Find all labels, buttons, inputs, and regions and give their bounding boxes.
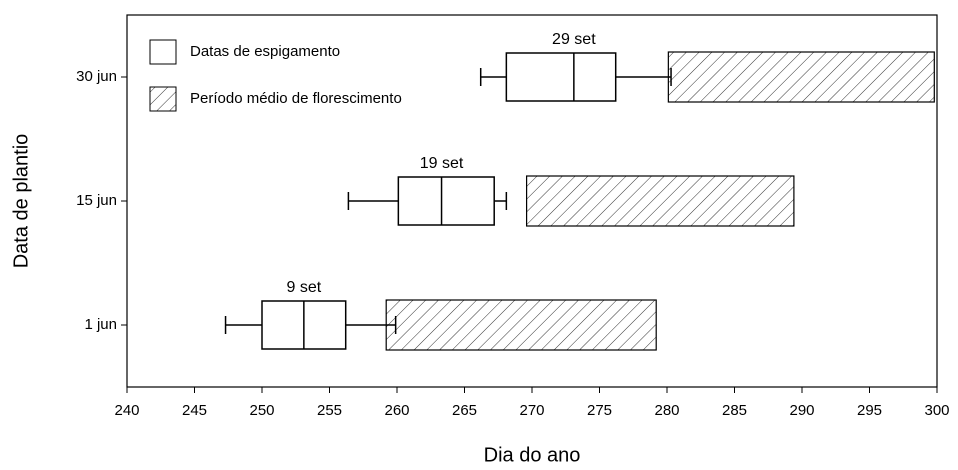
y-tick-label: 1 jun (84, 316, 117, 333)
flowering-bar (667, 51, 935, 103)
x-axis-title: Dia do ano (484, 444, 581, 466)
flowering-bar (525, 175, 795, 227)
x-tick-label: 250 (249, 402, 274, 419)
x-tick-label: 300 (924, 402, 949, 419)
x-tick-label: 240 (114, 402, 139, 419)
x-tick-label: 255 (317, 402, 342, 419)
x-tick-label: 260 (384, 402, 409, 419)
flowering-bar (385, 299, 657, 351)
legend-swatch (149, 86, 177, 112)
box (505, 52, 617, 102)
x-tick-label: 265 (452, 402, 477, 419)
box-label: 29 set (552, 31, 596, 48)
x-tick-label: 290 (789, 402, 814, 419)
y-tick-label: 15 jun (76, 192, 117, 209)
x-tick-label: 280 (654, 402, 679, 419)
legend-label: Período médio de florescimento (190, 90, 402, 107)
y-tick-label: 30 jun (76, 68, 117, 85)
box (397, 176, 495, 226)
x-tick-label: 295 (857, 402, 882, 419)
box-label: 9 set (287, 279, 322, 296)
x-tick-label: 285 (722, 402, 747, 419)
x-tick-label: 275 (587, 402, 612, 419)
x-tick-label: 270 (519, 402, 544, 419)
legend-swatch (149, 39, 177, 65)
legend-label: Datas de espigamento (190, 43, 340, 60)
box-label: 19 set (420, 155, 464, 172)
y-axis-title: Data de plantio (10, 134, 32, 269)
x-tick-label: 245 (182, 402, 207, 419)
